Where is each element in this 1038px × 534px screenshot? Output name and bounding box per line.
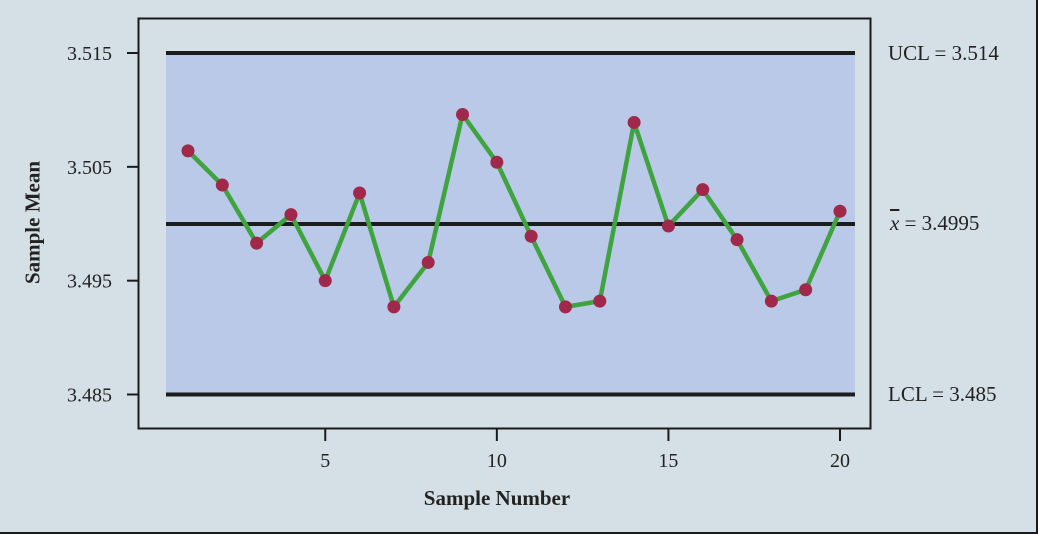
center-line-value: = 3.4995 xyxy=(899,211,980,235)
sample-mean-line xyxy=(186,112,843,310)
data-point-marker xyxy=(593,294,607,308)
x-tick-label: 20 xyxy=(830,450,850,472)
data-point-marker xyxy=(833,204,847,218)
y-tick-label: 3.505 xyxy=(67,157,112,179)
data-point-marker xyxy=(696,183,710,197)
data-point-marker xyxy=(181,144,195,158)
lcl-label: LCL = 3.485 xyxy=(888,382,997,406)
x-axis-label: Sample Number xyxy=(423,486,571,510)
center-line-label: x = 3.4995 xyxy=(890,210,980,236)
data-point-marker xyxy=(250,236,264,250)
y-axis: 3.485 3.495 3.505 3.515 xyxy=(67,43,138,407)
data-point-marker xyxy=(318,274,332,288)
data-point-marker xyxy=(456,107,470,121)
data-point-marker xyxy=(799,283,813,297)
x-tick-label: 15 xyxy=(658,450,678,472)
data-point-marker xyxy=(387,300,401,314)
y-tick-label: 3.515 xyxy=(67,43,112,65)
y-axis-label: Sample Mean xyxy=(20,160,45,285)
x-tick-label: 5 xyxy=(320,450,330,472)
data-point-marker xyxy=(558,300,572,314)
data-point-marker xyxy=(353,186,367,200)
data-point-marker xyxy=(764,294,778,308)
data-point-marker xyxy=(661,219,675,233)
data-point-marker xyxy=(215,178,229,192)
x-tick-label: 10 xyxy=(487,450,507,472)
data-point-marker xyxy=(421,255,435,269)
data-point-marker xyxy=(730,233,744,247)
y-tick-label: 3.495 xyxy=(67,271,112,293)
ucl-label: UCL = 3.514 xyxy=(888,41,999,65)
data-point-marker xyxy=(627,115,641,129)
x-axis: 5 10 15 20 xyxy=(320,429,850,472)
data-point-marker xyxy=(524,229,538,243)
data-point-marker xyxy=(490,155,504,169)
xbar-bar-symbol: x xyxy=(890,210,900,235)
data-point-marker xyxy=(284,208,298,222)
y-tick-label: 3.485 xyxy=(67,385,112,407)
data-points xyxy=(181,107,847,314)
